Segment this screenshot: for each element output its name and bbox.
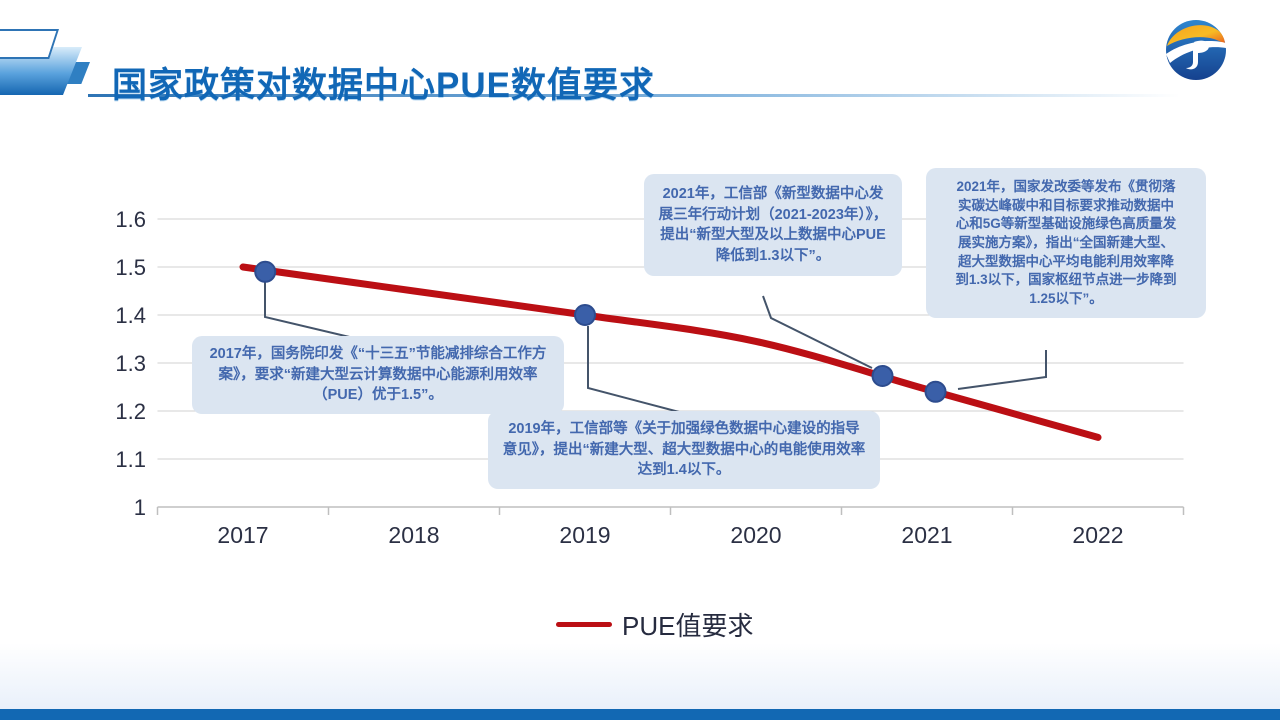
svg-text:2020: 2020 <box>730 522 781 548</box>
policy-callout-2021-ndrc: 2021年，国家发改委等发布《贯彻落实碳达峰碳中和目标要求推动数据中心和5G等新… <box>926 168 1206 319</box>
svg-text:2021: 2021 <box>901 522 952 548</box>
data-point-markers <box>254 260 947 403</box>
chart-legend: PUE值要求 <box>556 606 753 643</box>
svg-text:1.4: 1.4 <box>115 303 146 328</box>
header-underline <box>88 94 1180 97</box>
callout-leader-lines <box>264 281 1047 414</box>
policy-callout-2021-miit: 2021年，工信部《新型数据中心发展三年行动计划（2021-2023年）》，提出… <box>644 174 902 277</box>
leader-line-2017 <box>264 281 359 340</box>
svg-text:1.5: 1.5 <box>115 255 146 280</box>
leader-line-2021b <box>957 350 1047 390</box>
header-deco-outline-shape <box>0 29 59 59</box>
leader-line-2021a <box>762 295 873 369</box>
footer-bar <box>0 709 1280 720</box>
legend-line-swatch <box>556 622 612 627</box>
svg-text:1.1: 1.1 <box>115 447 146 472</box>
svg-text:2019: 2019 <box>559 522 610 548</box>
svg-text:2018: 2018 <box>388 522 439 548</box>
footer-gradient <box>0 643 1280 709</box>
company-logo-icon <box>1166 20 1226 80</box>
page-title: 国家政策对数据中心PUE数值要求 <box>112 66 655 106</box>
svg-text:1: 1 <box>134 495 146 520</box>
pue-series-line <box>239 263 1102 441</box>
svg-text:2022: 2022 <box>1072 522 1123 548</box>
axis-tick-labels: 1.6 1.5 1.4 1.3 1.2 1.1 1 2017 2018 2019 2020 2021 2… <box>115 207 1123 548</box>
chart-axis <box>156 506 1185 515</box>
svg-text:1.2: 1.2 <box>115 399 146 424</box>
svg-text:1.6: 1.6 <box>115 207 146 232</box>
policy-callout-2017: 2017年，国务院印发《“十三五”节能减排综合工作方案》，要求“新建大型云计算数… <box>192 336 564 414</box>
svg-text:2017: 2017 <box>217 522 268 548</box>
svg-text:1.3: 1.3 <box>115 351 146 376</box>
leader-line-2019 <box>587 326 684 414</box>
legend-label: PUE值要求 <box>622 611 754 641</box>
policy-callout-2019: 2019年，工信部等《关于加强绿色数据中心建设的指导意见》，提出“新建大型、超大… <box>488 411 880 489</box>
